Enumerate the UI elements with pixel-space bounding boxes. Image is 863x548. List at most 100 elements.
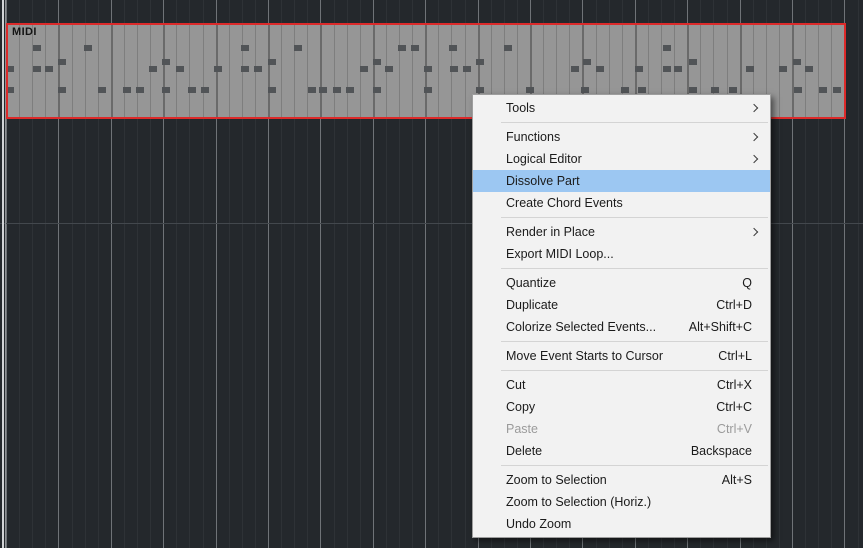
menu-item-label: Export MIDI Loop... [506,247,614,261]
menu-item-label: Tools [506,101,536,115]
midi-note [746,66,754,72]
menu-item-colorize-selected-events[interactable]: Colorize Selected Events... Alt+Shift+C [473,316,770,338]
menu-item-zoom-to-selection[interactable]: Zoom to Selection Alt+S [473,469,770,491]
midi-note [729,87,737,93]
midi-note [188,87,196,93]
menu-item-copy[interactable]: Copy Ctrl+C [473,396,770,418]
part-grid-line [189,25,191,117]
midi-note [819,87,827,93]
menu-separator [501,465,768,466]
grid-line [778,0,780,548]
midi-note [711,87,719,93]
menu-item-label: Move Event Starts to Cursor [506,349,664,363]
menu-item-delete[interactable]: Delete Backspace [473,440,770,462]
midi-note [463,66,471,72]
menu-item-move-event-starts-to-cursor[interactable]: Move Event Starts to Cursor Ctrl+L [473,345,770,367]
grid-line [137,0,138,548]
grid-line [6,0,7,548]
menu-separator [501,122,768,123]
midi-note [674,66,682,72]
notes-layer [8,25,844,117]
grid-line [346,0,348,548]
menu-separator [501,217,768,218]
grid-line [97,0,99,548]
grid-line [150,0,152,548]
midi-note [241,45,249,51]
part-grid-line [294,25,296,117]
midi-note [308,87,316,93]
midi-note [333,87,341,93]
menu-item-label: Create Chord Events [506,196,623,210]
midi-note [833,87,841,93]
menu-separator [501,370,768,371]
midi-note [254,66,262,72]
project-cursor-shadow-line [5,0,6,548]
menu-item-render-in-place[interactable]: Render in Place [473,221,770,243]
menu-item-label: Delete [506,444,543,458]
menu-item-label: Zoom to Selection [506,473,607,487]
part-grid-line [268,25,270,117]
grid-line [215,0,217,548]
part-grid-line [543,25,545,117]
grid-line [451,0,453,548]
part-grid-line [19,25,21,117]
midi-note [779,66,787,72]
menu-item-label: Cut [506,378,526,392]
menu-item-tools[interactable]: Tools [473,97,770,119]
menu-item-zoom-to-selection-horiz[interactable]: Zoom to Selection (Horiz.) [473,491,770,513]
part-grid-line [726,25,728,117]
menu-item-duplicate[interactable]: Duplicate Ctrl+D [473,294,770,316]
grid-line [831,0,833,548]
midi-note [214,66,222,72]
grid-line [333,0,335,548]
grid-line [399,0,400,548]
grid-line [176,0,178,548]
midi-note [268,87,276,93]
midi-note [793,59,801,65]
midi-note [424,87,432,93]
midi-note [526,87,534,93]
grid-line [359,0,361,548]
grid-line [844,0,846,548]
midi-note [201,87,209,93]
grid-line [385,0,387,548]
part-grid-line [137,25,138,117]
grid-line [241,0,243,548]
part-grid-line [333,25,335,117]
grid-line [307,0,309,548]
menu-item-create-chord-events[interactable]: Create Chord Events [473,192,770,214]
midi-note [476,59,484,65]
menu-item-label: Quantize [506,276,557,290]
menu-item-functions[interactable]: Functions [473,126,770,148]
menu-item-logical-editor[interactable]: Logical Editor [473,148,770,170]
part-grid-line [687,25,690,117]
menu-item-quantize[interactable]: Quantize Q [473,272,770,294]
menu-item-undo-zoom[interactable]: Undo Zoom [473,513,770,535]
menu-separator [501,341,768,342]
midi-note [373,87,381,93]
menu-item-dissolve-part[interactable]: Dissolve Part [473,170,770,192]
midi-note [449,45,457,51]
midi-note [149,66,157,72]
midi-part-contents: MIDI [8,25,844,117]
part-grid-line [58,25,61,117]
grid-line [58,0,60,548]
midi-note [689,59,697,65]
midi-note [805,66,813,72]
part-grid-line [97,25,99,117]
menu-item-cut[interactable]: Cut Ctrl+X [473,374,770,396]
midi-note [581,87,589,93]
menu-item-export-midi-loop[interactable]: Export MIDI Loop... [473,243,770,265]
track-lane-divider [0,223,863,224]
midi-note [84,45,92,51]
part-grid-line [503,25,505,117]
part-grid-line [569,25,571,117]
part-grid-line [765,25,767,117]
grid-line [110,0,112,548]
part-name-label: MIDI [12,26,37,38]
menu-item-shortcut: Ctrl+D [716,298,752,312]
part-grid-line [713,25,715,117]
menu-item-label: Undo Zoom [506,517,572,531]
grid-line [123,0,125,548]
